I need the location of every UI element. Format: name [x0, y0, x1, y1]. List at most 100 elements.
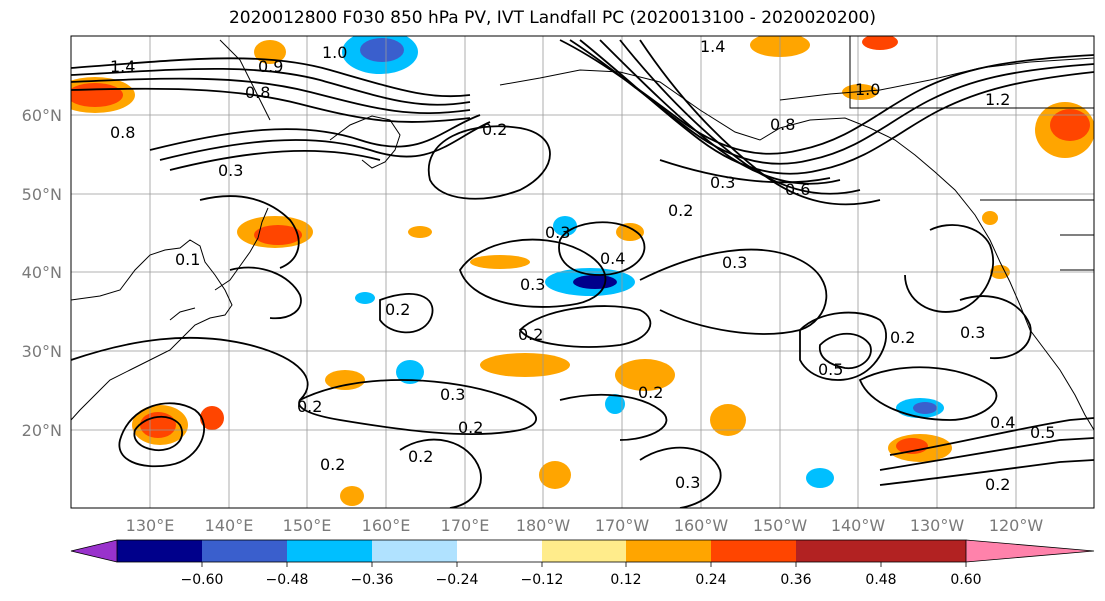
colorbar-segment — [117, 540, 202, 562]
shade-blob — [254, 40, 286, 64]
contour-label: 0.3 — [440, 385, 465, 404]
shade-blob — [616, 223, 644, 241]
lat-label: 40°N — [22, 263, 62, 282]
latitude-labels: 60°N 50°N 40°N 30°N 20°N — [22, 106, 62, 440]
contour-label: 0.4 — [990, 413, 1015, 432]
lon-label: 140°W — [831, 516, 886, 535]
contour-label: 1.2 — [985, 90, 1010, 109]
lat-label: 20°N — [22, 421, 62, 440]
colorbar-segment — [372, 540, 457, 562]
contour-label: 0.3 — [545, 223, 570, 242]
colorbar-segment — [202, 540, 287, 562]
contour-label: 0.2 — [668, 201, 693, 220]
colorbar-tick-label: 0.48 — [865, 572, 896, 588]
contour-label: 0.2 — [320, 455, 345, 474]
contour-label: 0.2 — [638, 383, 663, 402]
shade-blob — [480, 353, 570, 377]
colorbar-tick-label: 0.24 — [695, 572, 726, 588]
colorbar: −0.60 −0.48 −0.36 −0.24 −0.12 0.12 0.24 … — [70, 539, 1095, 588]
shade-blob — [140, 412, 176, 438]
lon-label: 180°W — [516, 516, 571, 535]
shade-blob — [355, 292, 375, 304]
shade-blob — [254, 225, 302, 245]
contour-label: 0.3 — [722, 253, 747, 272]
contour-label: 0.2 — [890, 328, 915, 347]
shade-blob — [539, 461, 571, 489]
contour-label: 0.2 — [385, 300, 410, 319]
shade-blob — [360, 38, 404, 62]
shade-blob — [615, 359, 675, 391]
shade-blob — [71, 83, 123, 107]
contour-label: 0.3 — [675, 473, 700, 492]
shade-blob — [325, 370, 365, 390]
shade-blob — [605, 394, 625, 414]
plot-frame — [70, 35, 1095, 509]
lon-label: 160°E — [362, 516, 411, 535]
contour-label: 0.3 — [218, 161, 243, 180]
shade-blob — [340, 486, 364, 506]
contour-label: 1.0 — [855, 80, 880, 99]
contour-label: 0.2 — [408, 447, 433, 466]
contour-label: 0.5 — [1030, 423, 1055, 442]
coastlines — [71, 36, 1094, 431]
contour-label: 0.1 — [175, 250, 200, 269]
colorbar-segment — [711, 540, 796, 562]
lon-label: 160°W — [674, 516, 729, 535]
contour-label: 0.2 — [985, 475, 1010, 494]
lon-label: 150°W — [753, 516, 808, 535]
shade-blob — [408, 226, 432, 238]
shade-blob — [200, 406, 224, 430]
colorbar-tick-label: 0.60 — [950, 572, 981, 588]
colorbar-tick-label: −0.48 — [266, 572, 309, 588]
contour-label: 1.0 — [322, 43, 347, 62]
colorbar-segment — [542, 540, 626, 562]
contour-label: 1.4 — [110, 57, 135, 76]
contour-labels: 1.4 1.0 0.9 0.8 0.8 1.4 1.0 0.2 0.3 0.3 … — [110, 37, 1055, 494]
shade-blob — [396, 360, 424, 384]
shade-blob — [806, 468, 834, 488]
colorbar-segment — [457, 540, 542, 562]
lat-label: 50°N — [22, 185, 62, 204]
colorbar-ticks — [201, 562, 967, 567]
shade-blob — [1050, 109, 1090, 141]
contour-label: 0.3 — [520, 275, 545, 294]
lon-label: 170°W — [595, 516, 650, 535]
colorbar-tick-label: −0.24 — [436, 572, 479, 588]
lon-label: 140°E — [205, 516, 254, 535]
colorbar-tick-label: 0.12 — [610, 572, 641, 588]
lat-label: 30°N — [22, 342, 62, 361]
pv-shading — [71, 36, 1094, 506]
colorbar-tick-label: −0.60 — [181, 572, 224, 588]
contour-label: 0.3 — [960, 323, 985, 342]
shade-blob — [470, 255, 530, 269]
contour-label: 0.3 — [710, 173, 735, 192]
lon-label: 150°E — [283, 516, 332, 535]
contour-label: 0.2 — [458, 418, 483, 437]
shade-blob — [553, 216, 577, 236]
contour-label: 0.5 — [818, 360, 843, 379]
pv-contours — [71, 39, 1094, 508]
colorbar-segment — [287, 540, 372, 562]
contour-label: 0.8 — [110, 123, 135, 142]
lon-label: 120°W — [989, 516, 1044, 535]
contour-label: 0.8 — [245, 83, 270, 102]
shade-blob — [982, 211, 998, 225]
map-title: 2020012800 F030 850 hPa PV, IVT Landfall… — [228, 8, 876, 28]
colorbar-tick-label: 0.36 — [780, 572, 811, 588]
longitude-labels: 130°E 140°E 150°E 160°E 170°E 180°W 170°… — [126, 516, 1044, 535]
lon-label: 130°W — [910, 516, 965, 535]
contour-label: 1.4 — [700, 37, 725, 56]
contour-label: 0.9 — [258, 57, 283, 76]
shade-blob — [862, 36, 898, 50]
colorbar-outline — [116, 539, 967, 563]
lon-label: 130°E — [126, 516, 175, 535]
contour-label: 0.8 — [770, 115, 795, 134]
colorbar-left-arrow — [71, 540, 117, 562]
contour-label: 0.2 — [518, 325, 543, 344]
colorbar-right-arrow — [881, 540, 966, 562]
colorbar-segment — [626, 540, 711, 562]
contour-label: 0.2 — [297, 397, 322, 416]
colorbar-right-tip — [966, 540, 1094, 562]
colorbar-tick-label: −0.36 — [351, 572, 394, 588]
